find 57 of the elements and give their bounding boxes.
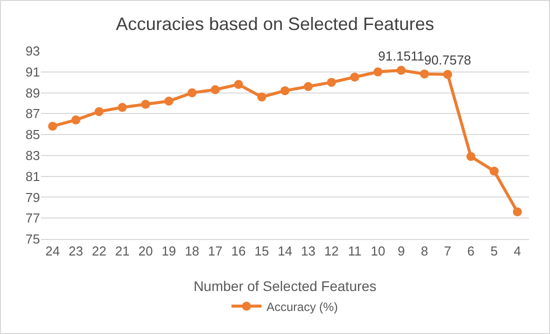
x-tick-label: 12 [324,244,339,259]
x-tick-label: 5 [490,244,498,259]
x-tick-label: 16 [231,244,246,259]
x-tick-label: 10 [370,244,386,259]
y-tick-label: 77 [26,210,40,226]
x-tick-label: 23 [68,244,84,259]
y-tick-label: 93 [26,44,40,59]
x-tick-label: 20 [138,244,153,259]
x-tick-label: 21 [115,244,130,259]
x-tick-label: 22 [92,244,106,259]
point [280,86,290,96]
x-tick-label: 17 [208,244,223,259]
point [48,122,58,131]
point [164,96,174,106]
point [71,115,80,124]
y-tick-label: 81 [26,168,40,184]
point [350,72,360,82]
y-tick-label: 89 [26,85,40,100]
point [188,88,197,98]
point [94,107,104,116]
point [420,69,429,78]
point [466,152,476,161]
x-tick-label: 19 [162,244,176,259]
point [443,70,452,79]
y-tick-label: 91 [26,64,40,80]
x-tick-label: 6 [467,244,475,259]
point [326,78,336,87]
point [234,80,244,89]
point [304,82,313,92]
y-tick-label: 85 [26,127,40,142]
point [396,66,406,75]
x-tick-label: 4 [514,244,521,259]
point [490,166,499,176]
point [118,102,127,112]
point [210,85,220,94]
x-tick-label: 7 [444,244,452,259]
data-label: 91.1511 [378,48,424,64]
x-tick-label: 15 [254,244,269,259]
x-tick-label: 18 [184,244,200,259]
y-tick-label: 87 [26,106,40,122]
x-tick-label: 9 [398,244,405,259]
y-tick-label: 83 [26,148,40,163]
x-tick-label: 8 [420,244,428,259]
y-tick-label: 79 [26,190,40,205]
point [373,67,382,76]
x-tick-label: 11 [348,244,362,259]
x-tick-label: 14 [278,244,292,259]
x-axis-title: Number of Selected Features [194,278,376,294]
point [257,92,266,102]
legend-label: Accuracy (%) [266,300,338,314]
x-tick-label: 13 [301,244,316,259]
chart-title: Accuracies based on Selected Features [116,14,434,34]
data-label: 90.7578 [424,52,472,68]
point [141,100,150,109]
x-tick-label: 24 [45,244,60,259]
point [512,207,522,216]
y-tick-label: 75 [26,232,40,247]
